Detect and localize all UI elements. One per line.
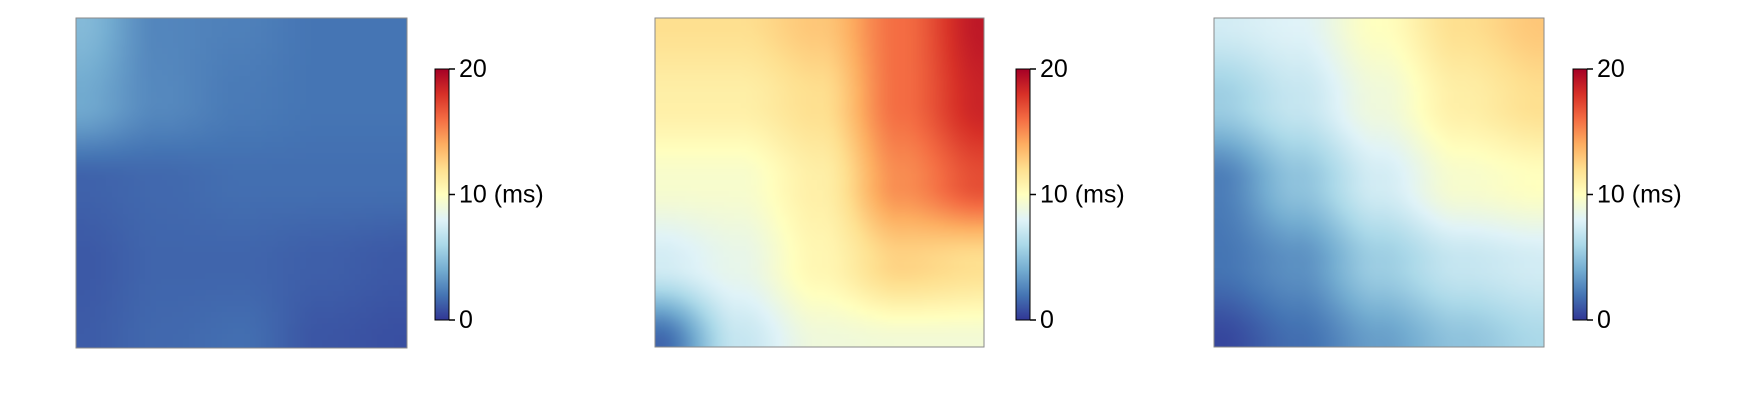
colorbar: 0 10 (ms) 20 <box>434 55 544 334</box>
heatmap-image <box>1214 18 1544 347</box>
colorbar-tick-label: 20 <box>1040 55 1068 83</box>
colorbar: 0 10 (ms) 20 <box>1572 55 1682 334</box>
colorbar-tick-label: 20 <box>459 55 487 83</box>
heatmap-panel-3: 0 10 (ms) 20 <box>1213 17 1682 348</box>
heatmap-panel-1: 0 10 (ms) 20 <box>75 17 544 349</box>
heatmap-frame <box>75 17 408 349</box>
heatmap-panel-2: 0 10 (ms) 20 <box>654 17 1125 348</box>
colorbar-tick-label: 10 (ms) <box>459 181 544 209</box>
colorbar-tick-label: 10 (ms) <box>1040 181 1125 209</box>
colorbar-gradient <box>1015 68 1031 321</box>
heatmap-frame <box>654 17 985 348</box>
colorbar-tick-label: 0 <box>1597 306 1611 334</box>
colorbar-tick-label: 20 <box>1597 55 1625 83</box>
colorbar-tick-label: 10 (ms) <box>1597 181 1682 209</box>
colorbar-tick-label: 0 <box>459 306 473 334</box>
heatmap-image <box>655 18 984 347</box>
heatmap-image <box>76 18 407 348</box>
colorbar-gradient <box>434 68 450 321</box>
heatmap-frame <box>1213 17 1545 348</box>
colorbar-gradient <box>1572 68 1588 321</box>
colorbar: 0 10 (ms) 20 <box>1015 55 1125 334</box>
colorbar-tick-label: 0 <box>1040 306 1054 334</box>
